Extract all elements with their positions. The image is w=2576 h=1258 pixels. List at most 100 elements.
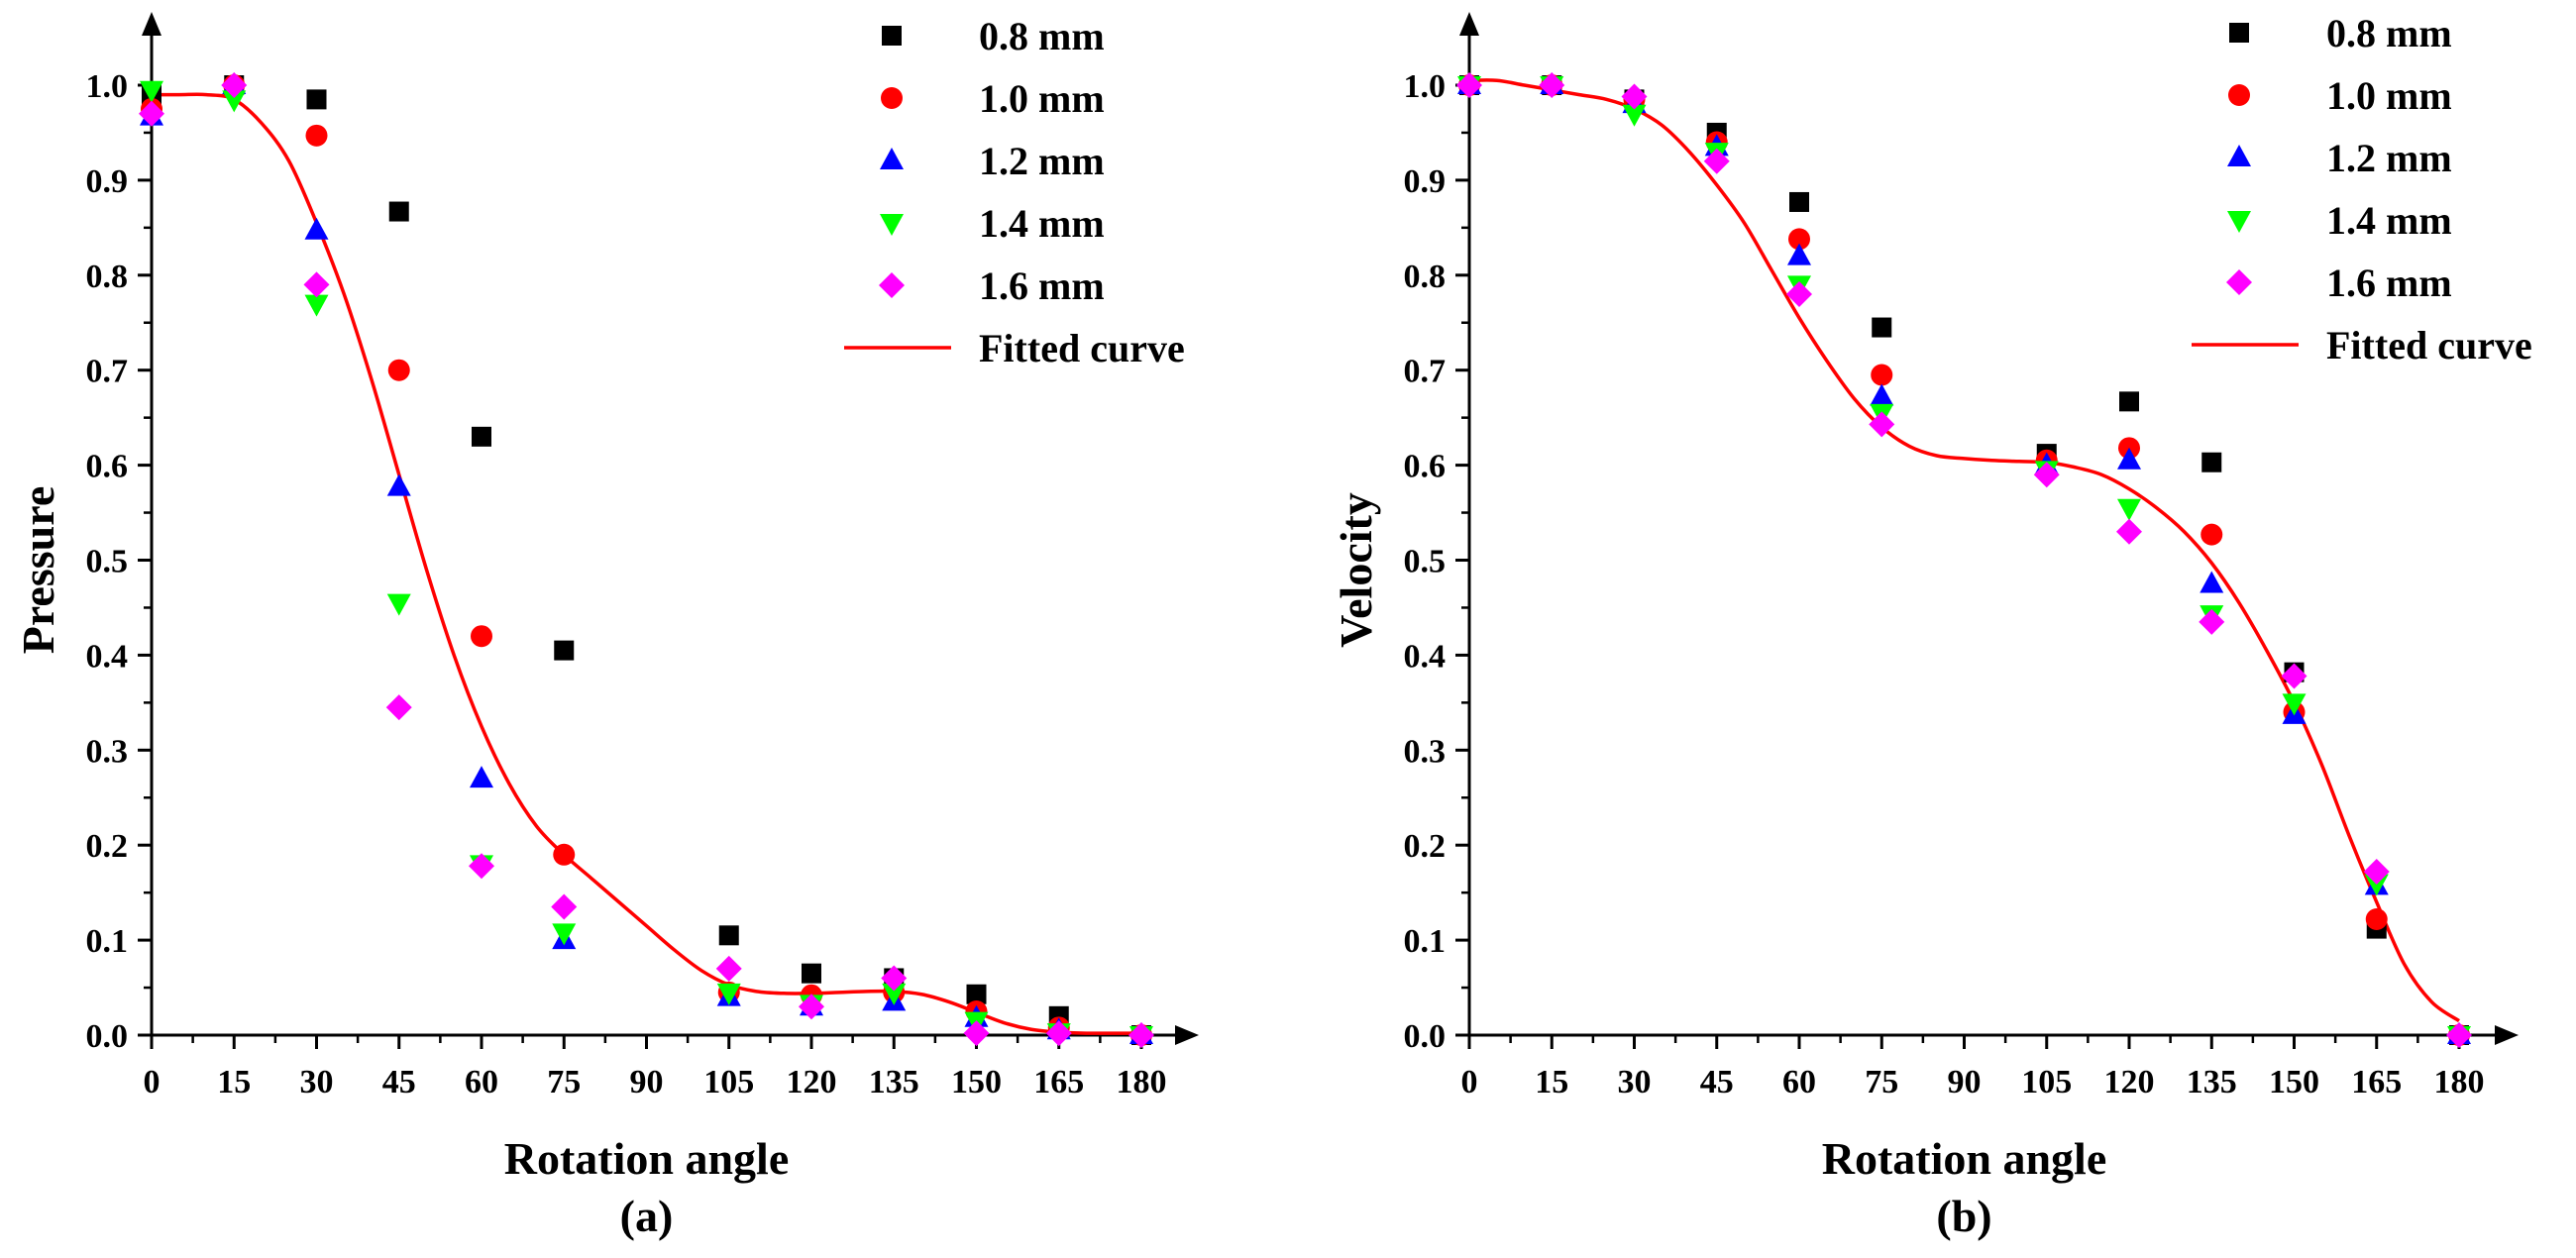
data-point (802, 963, 821, 984)
data-point (966, 984, 987, 1004)
data-point (140, 80, 163, 103)
data-point (1872, 317, 1892, 338)
y-tick-label: 1.0 (1404, 68, 1447, 105)
data-point (470, 766, 493, 788)
data-point (2364, 874, 2389, 896)
data-point (881, 965, 908, 992)
data-point (882, 983, 907, 1005)
x-tick-label: 45 (382, 1064, 416, 1101)
series-1.2-mm (1457, 72, 2471, 1044)
data-point (305, 124, 328, 147)
legend-label: 0.8 mm (979, 14, 1105, 58)
legend: 0.8 mm 1.0 mm 1.2 mm 1.4 mm 1.6 mm Fitted cur… (2192, 11, 2532, 367)
y-tick-label: 0.9 (86, 163, 129, 200)
x-tick-label: 180 (2434, 1064, 2485, 1101)
data-point (551, 893, 578, 920)
legend-marker (2229, 23, 2249, 43)
y-tick-label: 0.5 (1404, 544, 1447, 580)
y-tick-label: 0.3 (86, 733, 129, 770)
data-point (718, 925, 739, 946)
data-point (303, 271, 330, 298)
y-tick-label: 0.8 (86, 259, 129, 295)
legend-label: Fitted curve (979, 326, 1185, 370)
data-point (2117, 447, 2141, 470)
y-tick-label: 0.8 (1404, 259, 1447, 295)
series-0.8-mm (1459, 75, 2469, 1045)
data-point (388, 201, 409, 222)
data-point (553, 843, 576, 866)
legend-label: Fitted curve (2326, 323, 2532, 367)
x-tick-label: 180 (1117, 1064, 1167, 1101)
legend-label: 1.6 mm (2326, 261, 2452, 305)
data-point (1786, 280, 1812, 307)
data-point (1539, 72, 1565, 98)
data-point (554, 640, 575, 661)
y-tick-label: 0.4 (86, 638, 129, 675)
data-point (386, 473, 411, 496)
legend-label: 1.0 mm (979, 76, 1105, 121)
x-tick-label: 105 (2021, 1064, 2072, 1101)
legend-marker (879, 272, 905, 298)
data-point (1045, 1020, 1072, 1047)
data-point (306, 89, 327, 110)
data-point (716, 983, 741, 1005)
panel-label: (a) (620, 1191, 674, 1241)
data-point (387, 359, 410, 381)
data-point (799, 994, 824, 1020)
x-tick-label: 120 (2104, 1064, 2155, 1101)
x-axis-arrow (1175, 1025, 1199, 1045)
data-point (2446, 1022, 2472, 1048)
data-point (1789, 191, 1809, 212)
series-1.0-mm (1458, 74, 2470, 1046)
x-tick-label: 150 (951, 1064, 1002, 1101)
data-point (386, 593, 411, 616)
y-tick-label: 0.0 (1404, 1018, 1447, 1055)
x-tick-label: 45 (1700, 1064, 1734, 1101)
x-axis-title: Rotation angle (1822, 1133, 2107, 1184)
x-tick-label: 30 (1618, 1064, 1652, 1101)
x-tick-label: 75 (1865, 1064, 1898, 1101)
y-tick-label: 0.2 (1404, 828, 1447, 865)
x-tick-label: 150 (2269, 1064, 2319, 1101)
data-point (139, 100, 164, 127)
data-point (471, 625, 492, 648)
data-point (385, 694, 412, 721)
y-tick-label: 0.1 (86, 923, 129, 960)
y-tick-label: 0.3 (1404, 733, 1447, 770)
x-tick-label: 165 (2351, 1064, 2402, 1101)
y-tick-label: 0.7 (1404, 354, 1447, 390)
fitted-curve-line (1468, 78, 2460, 1023)
y-tick-label: 0.1 (1404, 923, 1447, 960)
x-tick-label: 165 (1033, 1064, 1084, 1101)
data-point (304, 217, 329, 240)
x-tick-label: 105 (703, 1064, 754, 1101)
legend-label: 0.8 mm (2326, 11, 2452, 55)
chart-panel-b: 0 15 30 45 60 75 90 105 120 135 150 165 180 0.0 0.1 0.2… (1331, 11, 2532, 1241)
data-point (2200, 523, 2223, 546)
x-tick-label: 60 (1782, 1064, 1816, 1101)
x-tick-label: 135 (2187, 1064, 2237, 1101)
y-axis-arrow (142, 12, 161, 36)
data-point (222, 90, 247, 113)
y-axis-title: Velocity (1331, 492, 1381, 648)
data-point (2365, 908, 2388, 931)
data-point (2119, 391, 2139, 412)
y-tick-label: 0.6 (86, 449, 129, 485)
data-point (1788, 228, 1810, 251)
x-tick-label: 90 (1948, 1064, 1982, 1101)
legend-label: 1.6 mm (979, 263, 1105, 308)
x-tick-label: 0 (1461, 1064, 1478, 1101)
data-point (2116, 518, 2142, 545)
data-point (552, 923, 577, 946)
panel-label: (b) (1936, 1191, 1991, 1241)
y-tick-label: 0.6 (1404, 449, 1447, 485)
legend-label: 1.0 mm (2326, 73, 2452, 118)
data-point (1128, 1022, 1154, 1048)
data-point (1787, 243, 1811, 265)
x-tick-label: 15 (217, 1064, 251, 1101)
legend-marker (2227, 211, 2251, 233)
data-point (1870, 383, 1894, 406)
data-point (1621, 83, 1648, 110)
y-tick-label: 1.0 (86, 68, 129, 105)
data-point (2200, 571, 2224, 593)
